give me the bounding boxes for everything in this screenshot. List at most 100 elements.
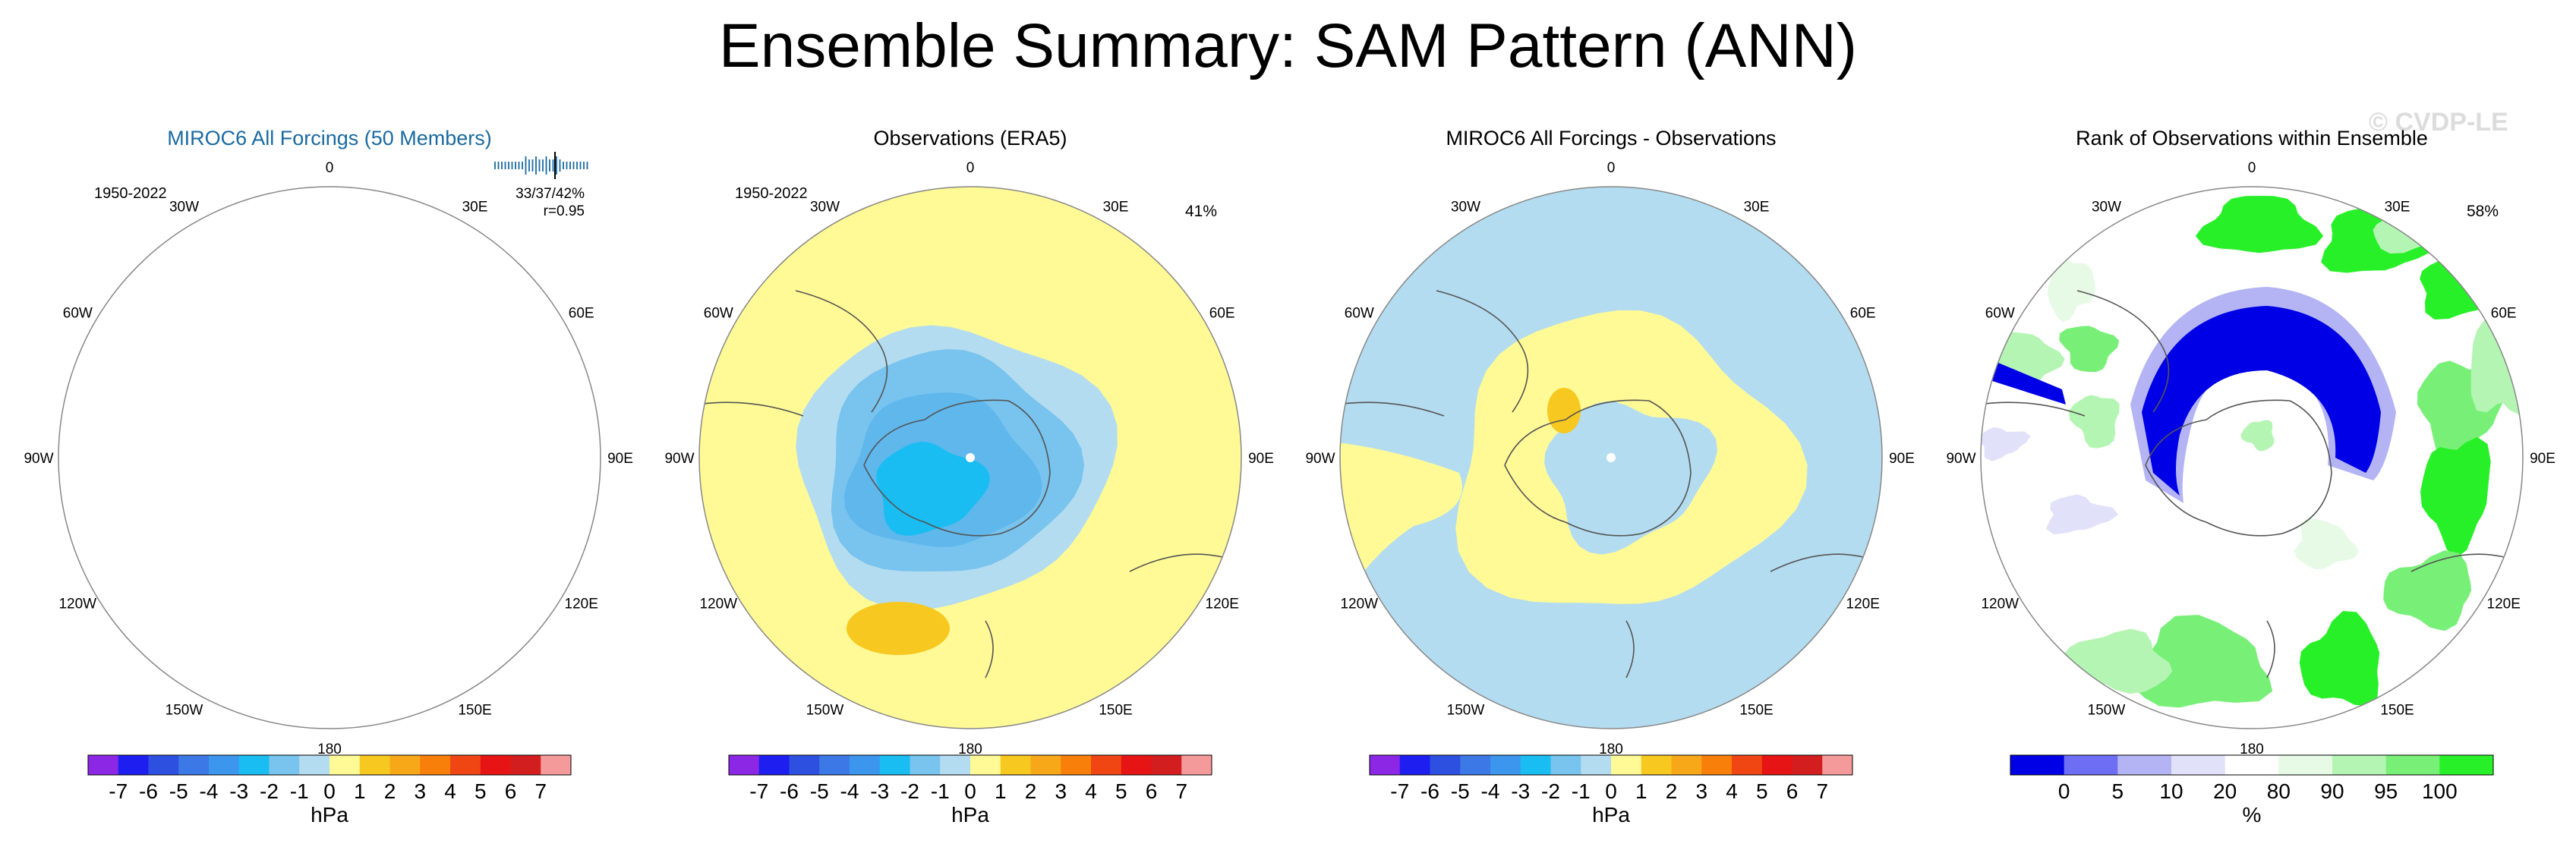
colorbar-segment [2010, 755, 2065, 775]
longitude-label: 60W [704, 306, 733, 322]
colorbar-segment [729, 755, 760, 775]
colorbar-segment [389, 755, 421, 775]
map-border [1980, 186, 2524, 729]
colorbar-border [87, 754, 572, 776]
colorbar-segment [209, 755, 240, 775]
correlation-label: r=0.95 [544, 203, 585, 219]
colorbar-tick-label: -7 [109, 779, 128, 803]
longitude-labels: 0 30E 60E 90E 120E 150E 180 150W 120W 90W 60W 30W [1305, 160, 1914, 757]
colorbar-segment [420, 755, 451, 775]
colorbar-tick-label: -3 [229, 779, 248, 803]
south-pole-marker [966, 453, 975, 462]
stats-label: 33/37/42% [516, 186, 585, 202]
longitude-label: 150E [458, 703, 491, 719]
longitude-label: 150W [806, 703, 844, 719]
coast-segment [1981, 401, 2086, 417]
longitude-label: 120E [1206, 597, 1239, 612]
longitude-labels: 0 30E 60E 90E 120E 150E 180 150W 120W 90W 60W 30W [24, 160, 632, 757]
colorbar-segment [1490, 755, 1521, 775]
panel-title: MIROC6 All Forcings - Observations [1446, 127, 1776, 150]
panel-title: Rank of Observations within Ensemble [2076, 127, 2428, 150]
south-america-coast [155, 291, 246, 412]
colorbar-unit: % [2243, 803, 2262, 827]
map-border [58, 186, 601, 729]
longitude-label: 180 [317, 742, 342, 757]
colorbar-tick-label: 1 [995, 779, 1007, 803]
colorbar-tick-label: 6 [1146, 779, 1158, 803]
percent-label: 58% [2467, 203, 2499, 220]
rank-high-patch [2195, 196, 2324, 253]
longitude-label: 30W [2092, 199, 2121, 215]
colorbar-segment [1520, 755, 1551, 775]
colorbar-tick-label: -4 [840, 779, 859, 803]
colorbar-tick-label: 2 [384, 779, 396, 803]
south-pole-marker [325, 453, 334, 462]
colorbar-tick-label: 7 [534, 779, 547, 803]
contour-2 [183, 358, 446, 575]
colorbar-segment [1550, 755, 1581, 775]
longitude-label: 30E [1744, 199, 1770, 215]
rank-high-patch [2047, 256, 2095, 323]
longitude-label: 120W [1981, 597, 2019, 612]
colorbar-segment [819, 755, 850, 775]
contour-4 [876, 442, 990, 536]
colorbar-segment [118, 755, 149, 775]
colorbar-segment [1370, 755, 1401, 775]
rank-high-patch [2294, 518, 2359, 569]
positive-anomaly-spot [847, 602, 950, 655]
colorbar-tick-label: 20 [2213, 779, 2237, 803]
longitude-label: 180 [1599, 742, 1623, 757]
colorbar-tick-label: 0 [1605, 779, 1617, 803]
colorbar-tick-label: -5 [810, 779, 829, 803]
colorbar-tick-label: 5 [1115, 779, 1127, 803]
colorbar-tick-label: -1 [931, 779, 950, 803]
colorbar-tick-label: -5 [1451, 779, 1470, 803]
australia-coast [489, 554, 603, 571]
colorbar-tick-label: 6 [1786, 779, 1799, 803]
colorbar: -7 -6 -5 -4 -3 -2 -1 0 1 2 3 4 5 6 7 hPa [728, 754, 1212, 827]
colorbar-segment [178, 755, 210, 775]
longitude-label: 180 [958, 742, 982, 757]
colorbar-tick-label: -2 [1541, 779, 1560, 803]
colorbar-tick-label: 3 [414, 779, 426, 803]
colorbar-tick-label: -3 [870, 779, 889, 803]
map-field [56, 187, 603, 678]
colorbar-segment [1151, 755, 1182, 775]
longitude-label: 60W [63, 306, 93, 322]
colorbar-tick-label: 3 [1055, 779, 1067, 803]
panel-1: MIROC6 All Forcings (50 Members) 0 30E 60E 9… [24, 127, 632, 827]
colorbar-tick-label: 80 [2267, 779, 2291, 803]
colorbar-segment [1000, 755, 1031, 775]
colorbar: -7 -6 -5 -4 -3 -2 -1 0 1 2 3 4 5 6 7 hPa [1369, 754, 1853, 827]
longitude-label: 120E [1846, 597, 1880, 612]
colorbar-tick-label: 3 [1695, 779, 1707, 803]
colorbar-segment [1030, 755, 1061, 775]
colorbar-tick-label: 90 [2320, 779, 2344, 803]
colorbar-tick-label: -7 [749, 779, 768, 803]
antarctica-coast [1504, 399, 1692, 537]
longitude-label: 120E [2487, 597, 2521, 612]
colorbar-segment [269, 755, 300, 775]
colorbar-tick-label: 5 [475, 779, 487, 803]
colorbar-tick-label: 1 [354, 779, 366, 803]
longitude-label: 30W [169, 199, 199, 215]
longitude-label: 90E [607, 451, 633, 467]
rank-high-patch [2059, 326, 2120, 373]
longitude-label: 90W [1946, 451, 1975, 467]
panel-title: Observations (ERA5) [873, 127, 1067, 150]
colorbar-segment [2332, 755, 2387, 775]
antarctica-coast [863, 399, 1051, 537]
percent-label: 41% [1185, 203, 1217, 220]
longitude-label: 120E [565, 597, 598, 612]
colorbar-segment [1460, 755, 1491, 775]
rank-low-patch [1981, 427, 2031, 461]
coastlines [56, 291, 603, 678]
colorbar-segment [88, 755, 119, 775]
colorbar-tick-label: 6 [505, 779, 517, 803]
colorbar-tick-label: 2 [1025, 779, 1037, 803]
colorbar-segment [2439, 755, 2494, 775]
colorbar-unit: hPa [951, 803, 989, 827]
colorbar-tick-label: -4 [200, 779, 219, 803]
longitude-label: 30E [462, 199, 488, 215]
colorbar-tick-label: -7 [1390, 779, 1409, 803]
